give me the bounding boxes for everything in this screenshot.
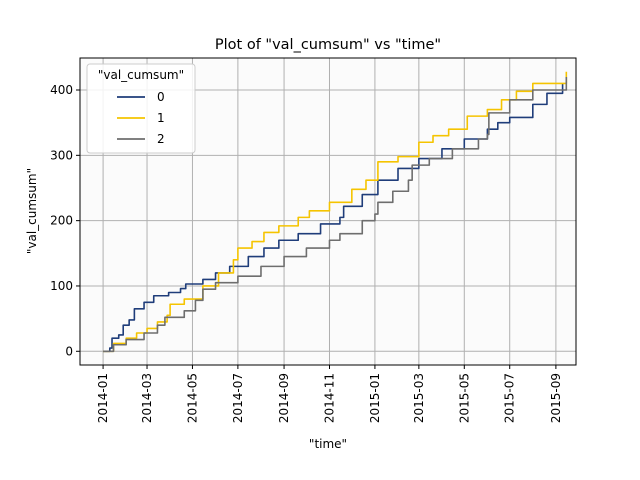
- x-tick-label: 2014-03: [140, 373, 154, 423]
- grid: [80, 58, 576, 365]
- x-tick-label: 2015-05: [457, 373, 471, 423]
- x-tick-label: 2015-07: [503, 373, 517, 423]
- y-tick-label: 200: [50, 214, 73, 228]
- y-tick-label: 0: [65, 344, 73, 358]
- legend-entries: 0 1 2: [117, 90, 165, 146]
- x-tick-label: 2015-09: [549, 373, 563, 423]
- legend-label-0: 0: [157, 90, 165, 104]
- series-layer: [103, 71, 568, 353]
- plot-frame: [79, 57, 577, 366]
- series-line-2: [103, 76, 568, 353]
- x-tick-label: 2014-01: [96, 373, 110, 423]
- y-axis: 0 100 200 300 400: [50, 83, 80, 358]
- legend-label-1: 1: [157, 111, 165, 125]
- x-tick-label: 2015-01: [368, 373, 382, 423]
- chart-title: Plot of "val_cumsum" vs "time": [215, 37, 441, 53]
- x-tick-label: 2014-09: [277, 373, 291, 423]
- x-tick-label: 2014-11: [322, 373, 336, 423]
- y-tick-label: 100: [50, 279, 73, 293]
- x-tick-label: 2015-03: [412, 373, 426, 423]
- x-axis-label: "time": [309, 437, 347, 451]
- legend-label-2: 2: [157, 132, 165, 146]
- x-tick-label: 2014-07: [231, 373, 245, 423]
- y-tick-label: 400: [50, 83, 73, 97]
- y-tick-label: 300: [50, 148, 73, 162]
- legend-title: "val_cumsum": [98, 68, 184, 82]
- series-line-1: [103, 71, 568, 353]
- y-axis-label: "val_cumsum": [25, 168, 39, 254]
- x-tick-label: 2014-05: [185, 373, 199, 423]
- legend: "val_cumsum" 0 1 2: [86, 63, 196, 154]
- legend-box: [86, 63, 196, 154]
- x-axis: 2014-01 2014-03 2014-05 2014-07 2014-09 2014-…: [96, 365, 563, 423]
